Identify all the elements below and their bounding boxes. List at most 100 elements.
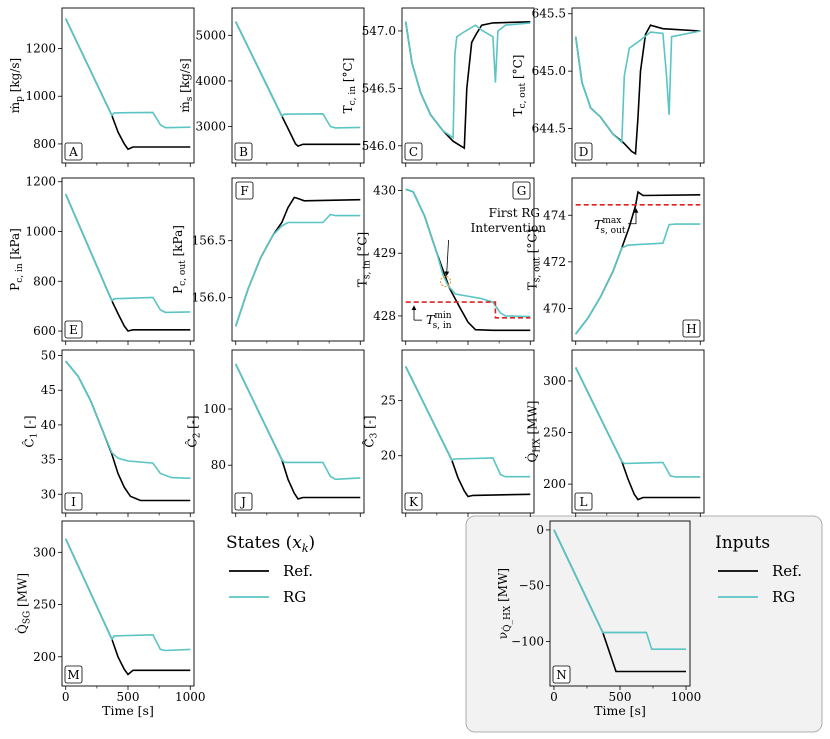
ytick-label-L: 300: [543, 374, 566, 388]
ytick-label-D: 644.5: [532, 122, 566, 136]
series-line-C-ref: [404, 21, 531, 150]
ytick-label-L: 250: [543, 426, 566, 440]
axes-frame-I: [61, 349, 195, 514]
ytick-label-E: 1000: [25, 225, 56, 239]
panel-label-box-H: [682, 319, 701, 338]
subplot-E: 600 800 1000 1200 Pc, in [kPa] E: [8, 175, 195, 345]
panel-label-I: I: [71, 495, 76, 509]
panel-label-F: F: [240, 184, 248, 198]
ytick-label-C: 546.0: [362, 139, 396, 153]
ytick-label-E: 600: [33, 324, 56, 338]
series-line-I-rg-overlay: [65, 360, 92, 401]
series-line-K-rg: [404, 366, 531, 478]
panel-label-N: N: [556, 668, 567, 682]
states-legend-label-1: RG: [283, 588, 306, 606]
y-axis-label-H: Ts, out [°C]: [525, 229, 542, 291]
series-line-H-rg: [575, 223, 701, 335]
ytick-label-I: 45: [41, 383, 56, 397]
series-line-D-rg-overlay: [574, 36, 592, 109]
ytick-label-M: 200: [33, 650, 56, 664]
annotation-first-rg-2: Intervention: [471, 221, 547, 235]
panel-label-D: D: [579, 145, 589, 159]
series-line-K-rg-overlay: [404, 366, 455, 462]
ytick-label-B: 3000: [195, 120, 226, 134]
ytick-label-F: 156.0: [192, 291, 226, 305]
ytick-label-C: 546.5: [362, 81, 396, 95]
y-axis-label-N: νQ̇_HX [MW]: [496, 568, 513, 639]
axes-frame-L: [571, 349, 705, 514]
series-line-I-ref: [65, 360, 191, 502]
annotation-ts-in-min: Tmin s, in: [426, 311, 452, 331]
y-axis-label-J: Ĉ2 [-]: [183, 415, 202, 447]
xtick-label-M: 0: [62, 690, 70, 704]
y-axis-label-B: ṁs [kg/s]: [178, 58, 195, 112]
ytick-label-M: 300: [33, 545, 56, 559]
ytick-label-B: 4000: [195, 74, 226, 88]
subplot-B: 3000 4000 5000 ṁs [kg/s] B: [178, 7, 365, 167]
y-axis-label-G: Ts, in [°C]: [355, 232, 372, 287]
series-line-C-rg-overlay: [404, 21, 422, 94]
xtick-label-M: 500: [117, 690, 140, 704]
ytick-label-A: 1000: [25, 89, 56, 103]
y-axis-label-M: Q̇SG [MW]: [14, 573, 32, 634]
panel-label-box-E: [64, 320, 83, 339]
xtick-label-N: 1000: [671, 690, 702, 704]
y-axis-label-L: Q̇HX [MW]: [524, 401, 542, 463]
ytick-label-E: 800: [33, 274, 56, 288]
subplot-N: 0 −50 −100 0 500 1000 Time [s] νQ̇_HX [MW] N: [496, 520, 702, 718]
series-line-L-ref: [574, 367, 701, 501]
series-line-E-ref: [64, 193, 191, 332]
panel-label-box-C: [404, 142, 423, 161]
axes-frame-K: [401, 349, 535, 514]
y-axis-label-I: Ĉ1 [-]: [21, 415, 40, 447]
series-line-F-ref: [234, 196, 361, 327]
series-line-G-limit: [405, 301, 531, 319]
axes-frame-M: [61, 520, 195, 687]
panel-label-M: M: [67, 668, 79, 682]
panel-label-box-G: [512, 181, 531, 200]
ytick-label-J: 100: [203, 402, 226, 416]
series-line-F-rg: [234, 213, 361, 327]
panel-label-box-A: [64, 142, 83, 161]
rg-intervention-marker: [439, 275, 452, 288]
series-line-L-rg-overlay: [574, 367, 625, 465]
series-line-E-rg-overlay: [64, 193, 115, 302]
ytick-label-A: 800: [33, 137, 56, 151]
series-line-H-ref: [575, 190, 701, 335]
ytick-label-I: 35: [41, 453, 56, 467]
panel-label-A: A: [68, 145, 78, 159]
ytick-label-E: 1200: [25, 175, 56, 189]
series-line-J-rg: [234, 363, 361, 481]
axes-frame-H: [571, 177, 705, 342]
y-axis-label-F: Pc, out [kPa]: [171, 225, 188, 294]
xtick-label-N: 500: [609, 690, 632, 704]
ytick-label-A: 1200: [25, 42, 56, 56]
y-axis-label-C: Tc, in [°C]: [341, 58, 358, 114]
series-line-B-rg-overlay: [234, 21, 285, 118]
panel-label-box-K: [404, 492, 423, 511]
series-line-F-rg-overlay: [234, 257, 262, 327]
subplot-M: 200 250 300 0 500 1000 Time [s] Q̇SG [MW] M: [14, 520, 206, 718]
panel-label-box-B: [234, 142, 253, 161]
series-line-C-rg: [404, 21, 531, 140]
ytick-label-F: 156.5: [192, 234, 226, 248]
ytick-label-G: 429: [373, 246, 396, 260]
subplot-I: 30 35 40 45 50 Ĉ1 [-] I: [21, 349, 195, 517]
ytick-label-H: 472: [543, 255, 566, 269]
states-legend-title: States (xk): [226, 533, 315, 555]
series-line-M-rg: [64, 538, 191, 652]
series-line-L-rg: [574, 367, 701, 478]
annotation-ts-out-max: Tmax s, out: [594, 216, 626, 236]
ytick-label-B: 5000: [195, 28, 226, 42]
panel-label-box-F: [235, 181, 254, 200]
subplot-F: 156.0 156.5 Pc, out [kPa] F: [171, 177, 365, 345]
series-line-H-rg-overlay: [575, 296, 602, 335]
panel-label-C: C: [409, 145, 418, 159]
axes-frame-A: [61, 7, 195, 164]
series-line-D-ref: [574, 24, 701, 156]
